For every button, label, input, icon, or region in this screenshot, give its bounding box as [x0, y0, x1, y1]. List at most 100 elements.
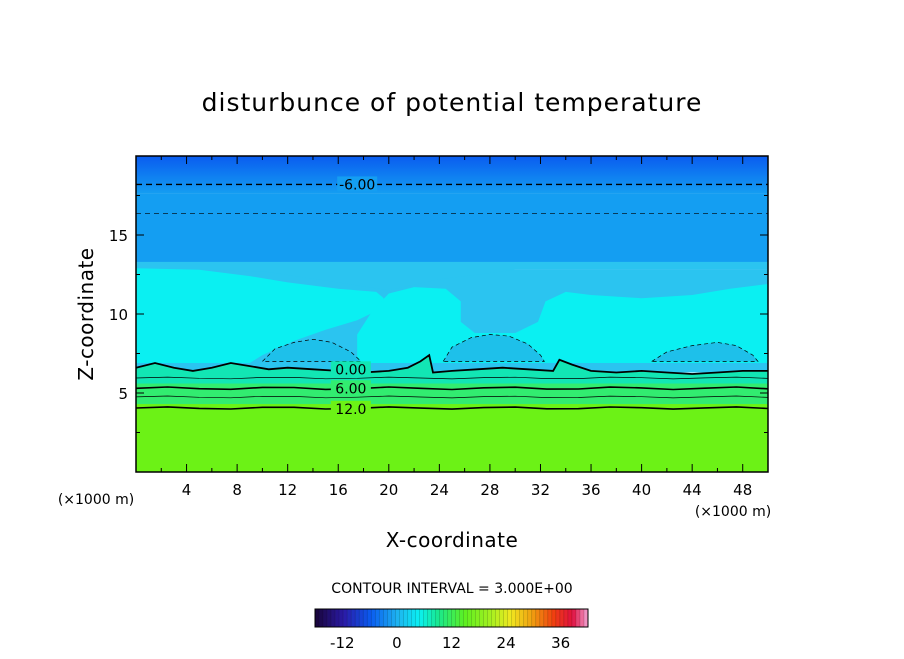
colorbar-segment: [503, 609, 509, 627]
colorbar-segment: [427, 609, 432, 627]
colorbar-segment: [455, 609, 460, 627]
y-tick-label: 10: [109, 306, 128, 324]
colorbar-tick-label: 12: [442, 634, 461, 652]
cold-pocket-right: [651, 342, 758, 362]
colorbar-segment: [415, 609, 420, 627]
colorbar-segment: [431, 609, 436, 627]
colorbar-segment: [443, 609, 448, 627]
x-tick-label: 24: [430, 481, 449, 499]
colorbar-tick-label: 36: [551, 634, 570, 652]
colorbar-segment: [495, 609, 500, 627]
contour-label-bg: [337, 176, 378, 192]
colorbar-segment: [435, 609, 440, 627]
colorbar-segment: [551, 609, 557, 627]
contour-label-bg: [330, 380, 371, 396]
contour-line-6: [135, 386, 769, 391]
x-tick-label: 16: [329, 481, 348, 499]
colorbar-segment: [367, 609, 372, 627]
colorbar-segment: [519, 609, 525, 627]
contour-pocket-right: [651, 342, 759, 362]
colorbar-segment: [335, 609, 340, 627]
colorbar-segment: [363, 609, 368, 627]
colorbar-segment: [411, 609, 416, 627]
y-tick-label: 5: [118, 385, 128, 403]
x-unit-label-left: (×1000 m): [58, 492, 134, 508]
colorbar-segment: [319, 609, 324, 627]
contour-label-bg: [330, 400, 371, 416]
colorbar-segment: [555, 609, 561, 627]
colorbar-segment: [463, 609, 468, 627]
x-tick-label: 28: [480, 481, 499, 499]
colorbar-segment: [439, 609, 444, 627]
colorbar-segment: [499, 609, 504, 627]
x-tick-label: 8: [232, 481, 242, 499]
colorbar-segment: [543, 609, 549, 627]
cyan-plume-left: [136, 268, 384, 363]
colorbar-tick-label: 24: [497, 634, 516, 652]
colorbar-segment: [563, 609, 569, 627]
colorbar-segment: [375, 609, 380, 627]
upper-band: [136, 193, 768, 270]
contour-line-3: [135, 376, 769, 380]
contour-pocket-center: [442, 334, 545, 362]
contour-line-9: [135, 395, 769, 399]
colorbar-segment: [383, 609, 388, 627]
colorbar-segment: [407, 609, 412, 627]
x-tick-label: 4: [182, 481, 192, 499]
mid-background-cap: [136, 261, 768, 291]
cold-pocket-center: [443, 334, 545, 362]
colorbar-segment: [523, 609, 529, 627]
colorbar-segment: [515, 609, 521, 627]
contour-pocket-left: [262, 338, 362, 362]
colorbar-segment: [487, 609, 492, 627]
colorbar-segment: [323, 609, 328, 627]
colorbar-segment: [491, 609, 496, 627]
x-tick-label: 12: [278, 481, 297, 499]
colorbar-segment: [403, 609, 408, 627]
colorbar-segment: [539, 609, 545, 627]
y-tick-label: 15: [109, 227, 128, 245]
bottom-layer: [136, 404, 768, 472]
chart-title: disturbunce of potential temperature: [202, 88, 703, 117]
colorbar-segment: [419, 609, 424, 627]
colorbar-segment: [451, 609, 456, 627]
colorbar-segment: [447, 609, 452, 627]
colorbar-segment: [467, 609, 472, 627]
colorbar-segment: [315, 609, 320, 627]
colorbar-segment: [387, 609, 392, 627]
colorbar-segment: [459, 609, 464, 627]
colorbar-segment: [583, 609, 589, 627]
colorbar-segment: [399, 609, 404, 627]
contour-line-0: [135, 353, 768, 375]
x-unit-label-right: (×1000 m): [695, 504, 771, 520]
colorbar-segment: [507, 609, 513, 627]
colorbar-segment: [351, 609, 356, 627]
contour-label: 0.00: [335, 362, 366, 378]
colorbar-segment: [359, 609, 364, 627]
x-tick-label: 44: [683, 481, 702, 499]
colorbar-segment: [327, 609, 332, 627]
colorbar-segment: [579, 609, 585, 627]
colorbar-tick-label: -12: [330, 634, 355, 652]
colorbar-segment: [559, 609, 565, 627]
colorbar-segment: [355, 609, 360, 627]
colorbar-segment: [423, 609, 428, 627]
colorbar-segment: [343, 609, 348, 627]
colorbar-segment: [535, 609, 541, 627]
colorbar-segment: [547, 609, 553, 627]
colorbar-segment: [531, 609, 537, 627]
x-axis-title: X-coordinate: [386, 528, 519, 552]
x-tick-label: 48: [733, 481, 752, 499]
x-tick-label: 20: [379, 481, 398, 499]
colorbar-segment: [475, 609, 480, 627]
colorbar-frame: [314, 608, 589, 628]
colorbar-segment: [347, 609, 352, 627]
colorbar-segment: [527, 609, 533, 627]
colorbar-segment: [571, 609, 577, 627]
colorbar-segment: [471, 609, 476, 627]
colorbar-segment: [339, 609, 344, 627]
contour-label-bg: [330, 361, 371, 377]
colorbar-tick-label: 0: [392, 634, 402, 652]
